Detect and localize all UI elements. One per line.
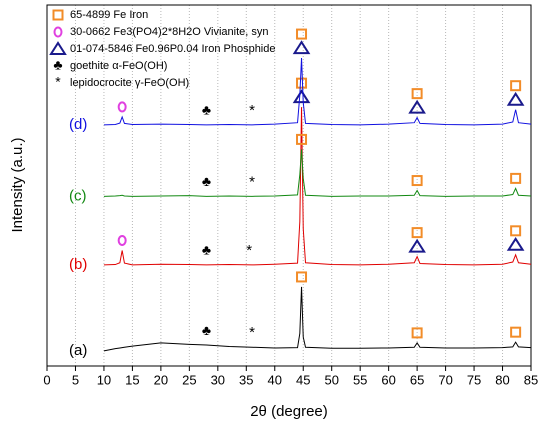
phase-marker	[506, 91, 525, 106]
x-tick-label: 80	[495, 372, 509, 387]
x-tick-label: 45	[296, 372, 310, 387]
legend-symbol	[52, 9, 64, 21]
series-label: (a)	[69, 342, 87, 359]
x-tick-label: 85	[524, 372, 538, 387]
phase-marker	[510, 225, 522, 237]
xrd-line	[103, 149, 532, 197]
phase-glyph: *	[249, 102, 255, 119]
phase-glyph: ♣	[202, 242, 211, 258]
x-tick-label: 40	[268, 372, 282, 387]
phase-marker	[296, 28, 308, 40]
legend-label: 30-0662 Fe3(PO4)2*8H2O Vivianite, syn	[70, 26, 269, 38]
phase-marker	[292, 89, 311, 104]
phase-marker	[408, 238, 426, 253]
phase-marker	[117, 101, 127, 113]
legend-symbol	[53, 26, 63, 38]
phase-glyph: ♣	[202, 322, 211, 338]
plot-frame	[46, 4, 532, 367]
phase-marker	[411, 88, 423, 100]
legend-label: 01-074-5846 Fe0.96P0.04 Iron Phosphide	[70, 43, 276, 55]
phase-marker	[296, 133, 308, 145]
legend-label: goethite α-FeO(OH)	[70, 60, 167, 72]
phase-marker	[506, 236, 525, 251]
x-tick-label: 60	[381, 372, 395, 387]
phase-glyph: *	[249, 324, 255, 341]
series-label: (b)	[69, 256, 87, 273]
phase-marker	[510, 80, 522, 92]
phase-marker	[411, 175, 423, 187]
phase-marker	[296, 271, 308, 283]
phase-marker	[411, 327, 423, 339]
x-tick-label: 20	[154, 372, 168, 387]
phase-glyph: ♣	[202, 173, 211, 189]
series-label: (c)	[69, 187, 87, 204]
x-tick-label: 25	[182, 372, 196, 387]
x-tick-label: 35	[239, 372, 253, 387]
x-tick-label: 55	[353, 372, 367, 387]
legend-glyph: ♣	[53, 57, 62, 73]
xrd-line	[103, 58, 532, 126]
phase-glyph: *	[246, 242, 252, 259]
phase-glyph: ♣	[202, 102, 211, 118]
series-label: (d)	[69, 116, 87, 133]
x-tick-label: 0	[43, 372, 50, 387]
x-tick-label: 15	[125, 372, 139, 387]
phase-marker	[510, 326, 522, 338]
legend-symbol	[49, 41, 67, 55]
phase-marker	[117, 234, 127, 246]
y-axis-label: Intensity (a.u.)	[9, 137, 26, 232]
x-tick-label: 30	[211, 372, 225, 387]
x-axis-label: 2θ (degree)	[250, 403, 328, 420]
legend-label: lepidocrocite γ-FeO(OH)	[70, 77, 189, 89]
x-tick-label: 65	[410, 372, 424, 387]
phase-glyph: *	[249, 173, 255, 190]
x-tick-label: 10	[97, 372, 111, 387]
legend-label: 65-4899 Fe Iron	[70, 9, 148, 21]
x-tick-label: 70	[438, 372, 452, 387]
x-tick-label: 5	[72, 372, 79, 387]
phase-marker	[292, 40, 311, 55]
phase-marker	[296, 77, 308, 89]
phase-marker	[411, 227, 423, 239]
xrd-line	[103, 107, 532, 266]
phase-marker	[510, 172, 522, 184]
x-tick-label: 75	[467, 372, 481, 387]
phase-marker	[408, 99, 426, 114]
legend-glyph: *	[55, 74, 61, 90]
x-tick-label: 50	[324, 372, 338, 387]
xrd-line	[103, 286, 532, 352]
